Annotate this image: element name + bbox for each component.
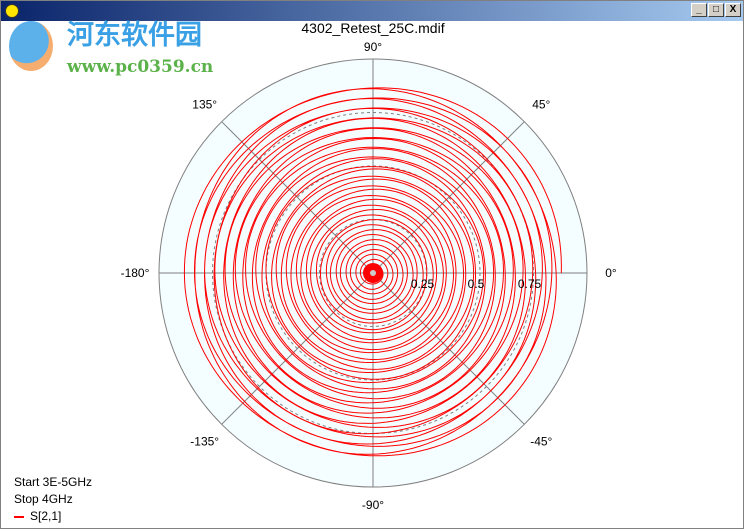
spoke-line xyxy=(221,272,374,425)
polar-chart: 4302_Retest_25C.mdif 90° 45° 0° -45° -90° -13… xyxy=(121,20,617,512)
stop-frequency: Stop 4GHz xyxy=(14,492,73,506)
center-marker xyxy=(370,270,376,276)
radial-tick-label: 0.25 xyxy=(411,277,435,291)
angle-label: -90° xyxy=(362,498,384,512)
start-frequency: Start 3E-5GHz xyxy=(14,475,93,489)
angle-label: 135° xyxy=(192,98,217,112)
title-bar[interactable]: _ □ X xyxy=(1,1,743,21)
legend: Start 3E-5GHz Stop 4GHz S[2,1] xyxy=(14,474,92,525)
angle-label: 45° xyxy=(532,98,550,112)
close-button[interactable]: X xyxy=(725,3,741,17)
angle-label: 90° xyxy=(364,40,382,54)
maximize-button[interactable]: □ xyxy=(708,3,724,17)
angle-label: -135° xyxy=(190,434,219,448)
angle-label: 0° xyxy=(605,266,617,280)
minimize-button[interactable]: _ xyxy=(691,3,707,17)
spoke-line xyxy=(372,272,525,425)
radial-tick-label: 0.75 xyxy=(518,277,542,291)
app-icon[interactable] xyxy=(5,4,19,18)
series-swatch xyxy=(14,515,24,518)
angle-label: -180° xyxy=(121,266,150,280)
chart-title: 4302_Retest_25C.mdif xyxy=(301,20,444,36)
series-name: S[2,1] xyxy=(30,509,62,523)
spoke-line xyxy=(221,121,374,274)
radial-tick-label: 0.5 xyxy=(468,277,485,291)
spoke-line xyxy=(372,121,525,274)
series-trace-s21 xyxy=(183,87,562,457)
legend-item[interactable]: S[2,1] xyxy=(14,508,92,525)
angle-label: -45° xyxy=(530,434,552,448)
